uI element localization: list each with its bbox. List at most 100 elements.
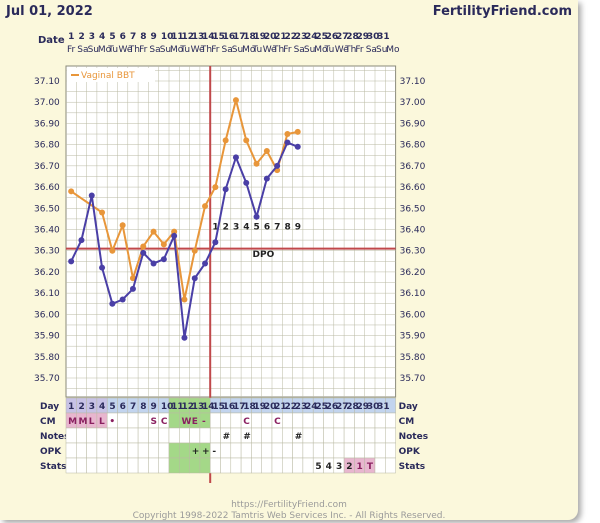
table-cell — [323, 412, 335, 429]
date-weekday: Tu — [324, 45, 335, 55]
table-row-label: CM — [40, 417, 56, 427]
date-weekday: Sa — [149, 45, 160, 55]
chart-panel: Date 1 2 3 4 5 6 7 8 9 10 11 12 13 14 15 16 17 18 19 20 21 22 2… — [0, 0, 578, 520]
y-tick-label-left: 35.70 — [34, 374, 60, 384]
dpo-number: 4 — [243, 223, 249, 233]
table-day-number: 9 — [151, 402, 157, 412]
footer-copyright: Copyright 1998-2022 Tamtris Web Services… — [132, 511, 446, 520]
table-cell — [76, 442, 87, 459]
date-weekday: Sa — [222, 45, 233, 55]
data-point — [202, 260, 209, 267]
table-cell — [312, 412, 324, 429]
table-cell — [240, 442, 252, 459]
data-point — [284, 131, 291, 138]
table-day-number: 11 — [171, 402, 184, 412]
data-point — [129, 285, 136, 292]
table-cell — [168, 412, 180, 429]
table-cm-entry: - — [202, 417, 206, 427]
table-cell — [106, 442, 118, 459]
data-point — [129, 275, 136, 282]
table-cell — [364, 427, 376, 444]
date-weekday: Th — [272, 45, 284, 55]
y-tick-label-left: 36.20 — [34, 268, 60, 278]
table-day-number: 4 — [99, 402, 105, 412]
dpo-number: 2 — [223, 223, 229, 233]
date-day-number: 16 — [223, 32, 236, 42]
table-day-number: 18 — [243, 402, 256, 412]
table-cell — [127, 427, 139, 444]
table-cell — [220, 442, 232, 459]
table-cell — [292, 442, 304, 459]
table-day-number: 17 — [233, 402, 246, 412]
table-cell — [302, 442, 314, 459]
table-cell — [158, 457, 170, 474]
date-day-number: 19 — [254, 32, 267, 42]
table-cell — [86, 427, 98, 444]
table-cell — [209, 457, 221, 474]
date-weekday: Th — [200, 45, 212, 55]
data-point — [222, 137, 229, 144]
table-cell — [292, 412, 304, 429]
legend-label: Vaginal BBT — [81, 71, 135, 81]
table-cell — [76, 427, 87, 444]
date-day-number: 21 — [274, 32, 287, 42]
table-cell — [168, 442, 180, 459]
y-tick-label-left: 35.90 — [34, 332, 60, 342]
table-cell — [385, 427, 396, 444]
table-day-number: 7 — [130, 402, 136, 412]
table-cell — [374, 427, 386, 444]
data-point — [181, 296, 188, 303]
table-cm-entry: C — [274, 417, 281, 427]
table-day-number: 29 — [357, 402, 370, 412]
table-cell — [148, 442, 159, 459]
date-weekday: Mo — [98, 45, 112, 55]
data-point — [294, 143, 301, 150]
y-tick-label-left: 35.80 — [34, 353, 60, 363]
date-weekday: Sa — [366, 45, 377, 55]
date-day-number: 7 — [130, 32, 136, 42]
data-point — [78, 237, 85, 244]
table-cm-entry: M — [68, 417, 77, 427]
date-day-number: 27 — [336, 32, 349, 42]
data-point — [140, 249, 147, 256]
table-cell — [312, 442, 324, 459]
table-day-number: 31 — [377, 402, 390, 412]
table-cell — [137, 457, 149, 474]
data-point — [160, 241, 167, 248]
date-weekday: Su — [304, 45, 315, 55]
data-point — [68, 188, 75, 195]
date-day-number: 29 — [357, 32, 370, 42]
data-point — [99, 264, 106, 271]
table-cell — [343, 427, 355, 444]
table-day-number: 13 — [192, 402, 205, 412]
table-cell — [230, 412, 242, 429]
table-cell — [179, 457, 190, 474]
table-cell — [251, 427, 262, 444]
table-cell — [302, 412, 314, 429]
data-point — [243, 179, 250, 186]
table-day-number: 24 — [305, 402, 318, 412]
date-day-number: 23 — [295, 32, 308, 42]
date-weekday: Sa — [294, 45, 305, 55]
table-cell — [282, 457, 293, 474]
y-tick-label-left: 36.00 — [34, 310, 60, 320]
table-cell — [106, 427, 118, 444]
table-notes-entry: # — [295, 432, 303, 442]
data-point — [212, 239, 219, 246]
table-cell — [282, 412, 293, 429]
table-cell — [189, 427, 201, 444]
date-weekday: Su — [376, 45, 387, 55]
table-cell — [117, 412, 129, 429]
table-cell — [385, 442, 396, 459]
table-cell — [158, 427, 170, 444]
date-day-number: 25 — [315, 32, 328, 42]
brand-link[interactable]: FertilityFriend.com — [432, 4, 572, 19]
y-tick-label-left: 37.00 — [34, 98, 60, 108]
table-cell — [385, 457, 396, 474]
date-weekday: Mo — [242, 45, 256, 55]
footer-url[interactable]: https://FertilityFriend.com — [231, 500, 347, 510]
table-cell — [199, 457, 211, 474]
table-row-label-right: Stats — [399, 462, 426, 472]
table-day-number: 5 — [109, 402, 115, 412]
table-cell — [240, 457, 252, 474]
